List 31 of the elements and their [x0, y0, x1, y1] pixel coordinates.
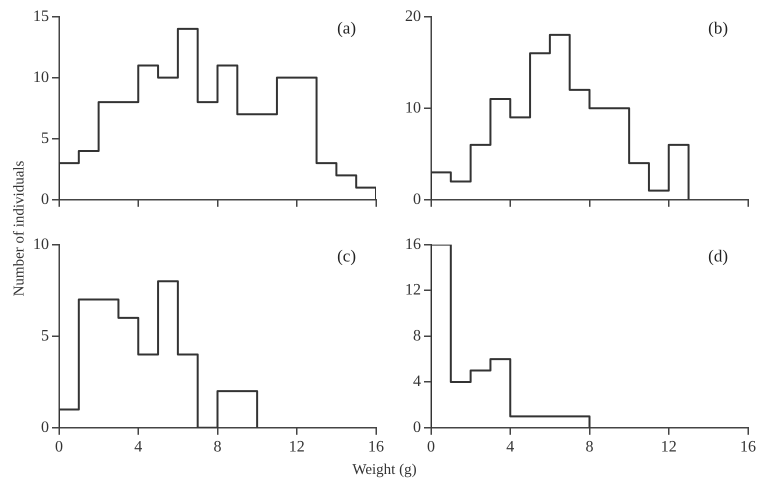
y-tick-label: 10: [33, 236, 49, 253]
x-tick-label: 8: [214, 438, 222, 456]
x-tick-label: 16: [740, 438, 756, 456]
y-tick-label: 20: [405, 8, 421, 25]
x-tick-label: 0: [55, 438, 63, 456]
y-tick-label: 0: [41, 191, 49, 208]
y-tick-label: 4: [413, 373, 421, 390]
x-tick-label: 16: [368, 438, 384, 456]
y-tick-label: 10: [405, 99, 421, 116]
x-axis-title: Weight (g): [351, 462, 418, 479]
y-axis-title: Number of individuals: [12, 160, 28, 298]
x-tick-label: 12: [288, 438, 305, 456]
chart-title: (b): [708, 18, 728, 38]
x-tick-label: 4: [134, 438, 142, 456]
x-tick-label: 0: [427, 438, 435, 456]
y-tick-label: 5: [41, 130, 49, 147]
y-tick-label: 5: [41, 327, 49, 344]
x-tick-label: 12: [660, 438, 677, 456]
y-tick-label: 0: [41, 419, 49, 436]
chart-title: (d): [708, 246, 728, 266]
chart-title: (a): [337, 18, 356, 38]
y-tick-label: 12: [405, 282, 421, 299]
y-tick-label: 8: [413, 327, 421, 344]
chart-title: (c): [337, 246, 356, 266]
x-tick-label: 4: [506, 438, 514, 456]
y-tick-label: 10: [33, 68, 49, 86]
y-tick-label: 0: [413, 191, 421, 208]
y-tick-label: 0: [413, 419, 421, 436]
y-tick-label: 16: [405, 236, 421, 253]
y-tick-label: 15: [33, 8, 49, 25]
x-tick-label: 8: [586, 438, 594, 456]
